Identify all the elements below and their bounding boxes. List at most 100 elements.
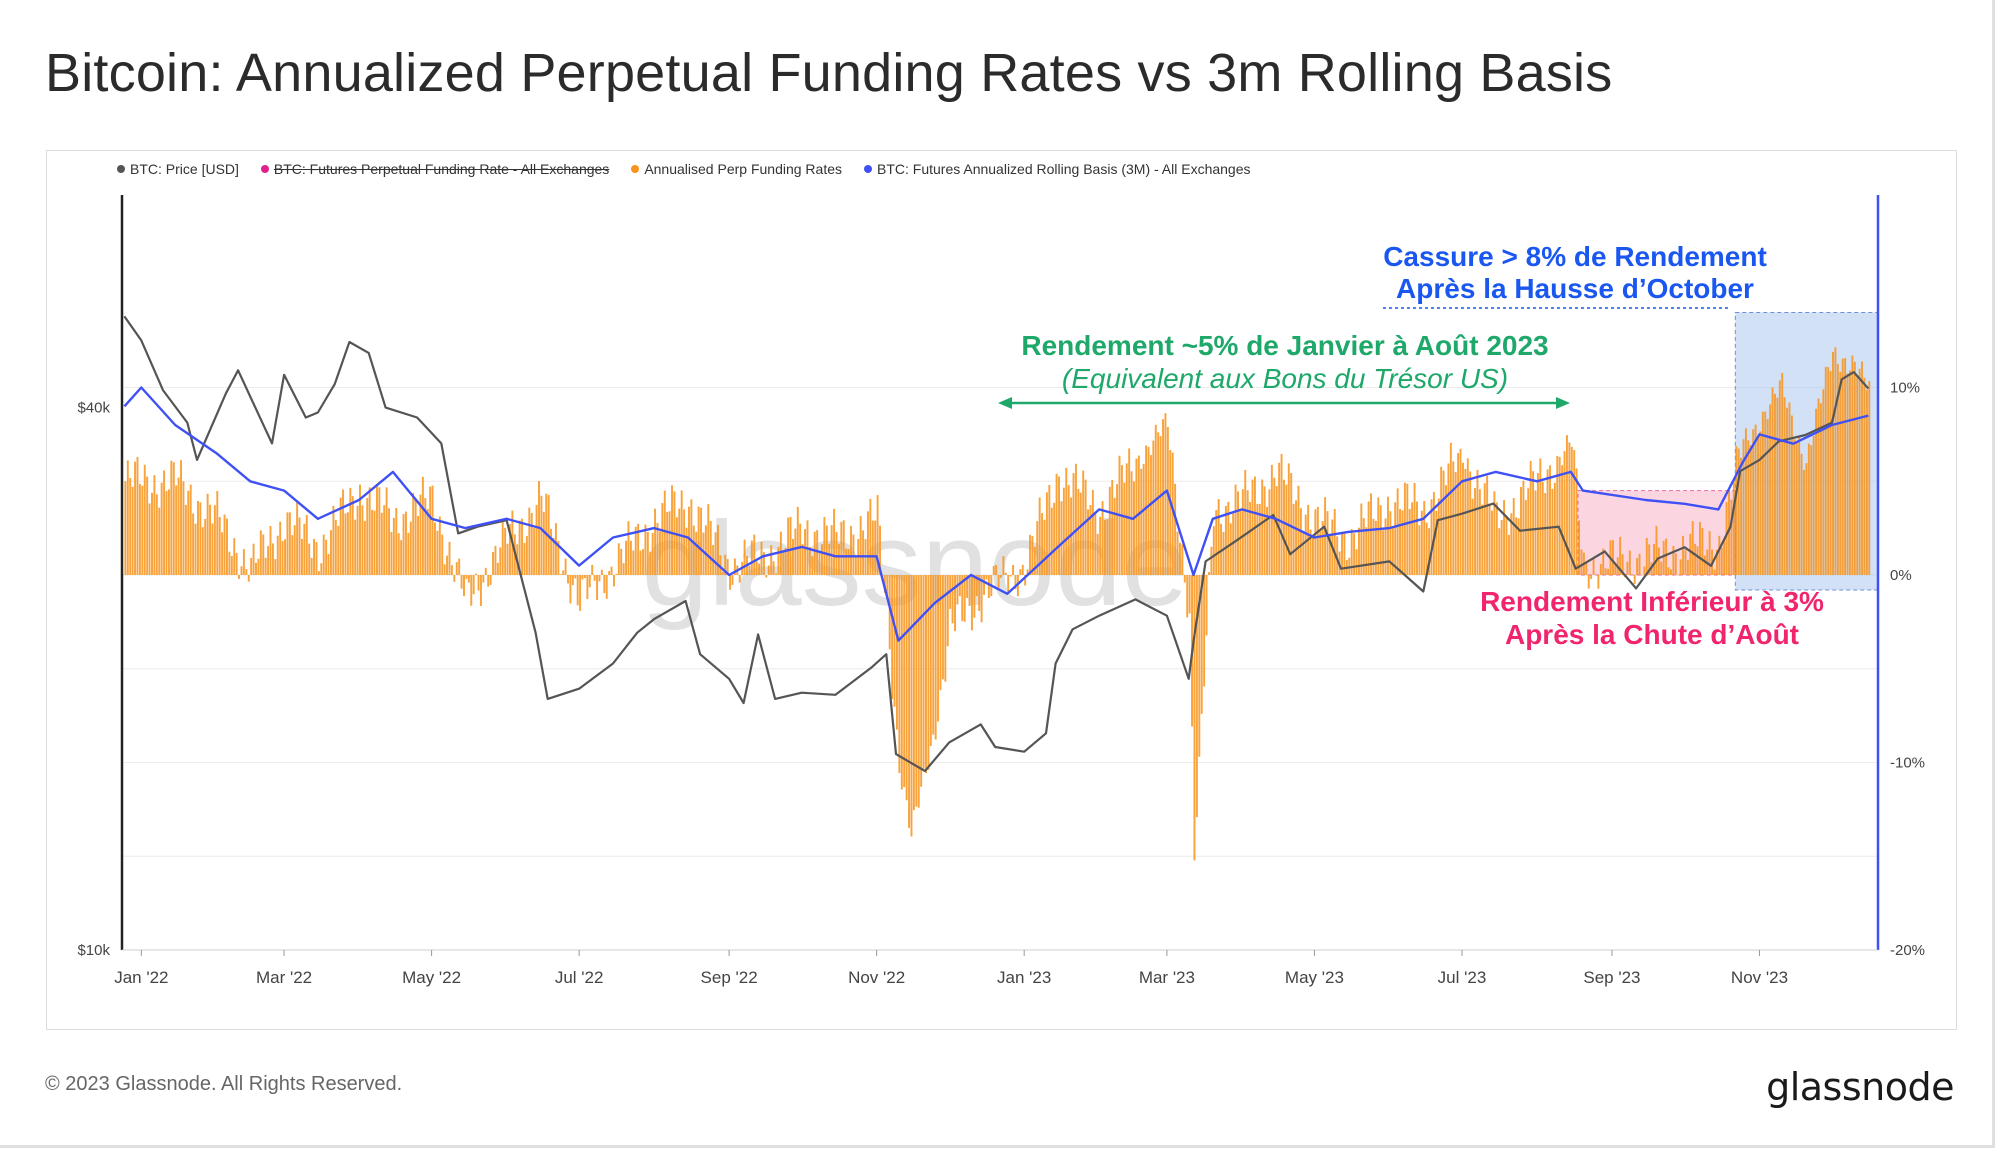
funding-bar [250, 557, 253, 575]
funding-bar [211, 523, 214, 575]
funding-bar [1222, 531, 1225, 575]
funding-bar [1631, 575, 1634, 576]
funding-bar [678, 508, 681, 575]
x-tick-label: Sep '23 [1583, 968, 1640, 987]
legend-item-price[interactable]: BTC: Price [USD] [117, 161, 239, 177]
y-right-tick-label: -10% [1890, 755, 1925, 772]
funding-bar [1314, 509, 1317, 575]
x-tick-label: May '23 [1285, 968, 1344, 987]
funding-bar [303, 523, 306, 575]
funding-bar [1454, 472, 1457, 575]
funding-bar [1116, 484, 1119, 575]
funding-bar [1058, 476, 1060, 575]
funding-bar [852, 534, 855, 575]
funding-bar [1447, 463, 1450, 575]
funding-bar [1043, 519, 1046, 575]
funding-bar [291, 535, 294, 575]
funding-bar [1416, 501, 1418, 575]
funding-bar [1372, 518, 1375, 575]
funding-bar [1084, 479, 1087, 575]
funding-bar [1653, 543, 1655, 575]
copyright-text: © 2023 Glassnode. All Rights Reserved. [45, 1073, 403, 1095]
legend-item-annualised-funding[interactable]: Annualised Perp Funding Rates [631, 161, 842, 177]
funding-bar [446, 555, 449, 575]
funding-bar [230, 556, 233, 575]
funding-bar [255, 562, 257, 575]
funding-bar [1067, 485, 1070, 575]
funding-bar [431, 485, 434, 575]
funding-bar [281, 541, 284, 575]
funding-bar [441, 534, 444, 575]
funding-bar [1488, 503, 1491, 575]
funding-bar [1778, 380, 1781, 575]
funding-bar [1062, 487, 1065, 575]
funding-bar [465, 575, 468, 579]
legend-item-funding-rate[interactable]: BTC: Futures Perpetual Funding Rate - Al… [260, 161, 609, 177]
funding-bar [400, 540, 403, 575]
funding-bar [1696, 546, 1699, 575]
funding-bar [1077, 488, 1080, 575]
funding-bar [1406, 483, 1409, 575]
funding-bar [925, 575, 927, 774]
funding-bar [196, 500, 199, 575]
funding-bar [1524, 499, 1527, 575]
funding-bar [1677, 575, 1680, 576]
funding-bar [443, 564, 446, 575]
funding-bar [1362, 518, 1365, 575]
funding-bar [1578, 520, 1581, 575]
funding-bar [564, 558, 567, 575]
funding-bar [1819, 403, 1822, 575]
funding-bar [554, 523, 557, 575]
funding-bar [337, 525, 340, 575]
funding-bar [397, 533, 400, 575]
funding-bar [1203, 575, 1206, 687]
funding-bar [414, 500, 417, 575]
funding-bar [726, 559, 729, 575]
funding-bar [1684, 549, 1687, 575]
funding-bar [683, 509, 686, 575]
funding-bar [859, 516, 862, 575]
funding-bar [1701, 527, 1704, 575]
funding-bar [194, 523, 197, 575]
funding-bar [1512, 498, 1515, 575]
funding-bar [675, 517, 678, 575]
funding-bar [1570, 446, 1573, 575]
x-tick-label: Jan '22 [114, 968, 168, 987]
funding-bar [1725, 502, 1728, 575]
funding-bar [576, 575, 579, 606]
funding-bar [1660, 561, 1663, 575]
funding-bar [1786, 407, 1789, 575]
funding-bar [898, 575, 901, 774]
funding-bar [1466, 458, 1469, 575]
funding-bar [153, 475, 156, 575]
x-tick-label: Mar '23 [1139, 968, 1195, 987]
tick-labels: Jan '22 Mar '22 May '22 Jul '22 Sep '22 Nov '… [77, 380, 1925, 988]
funding-bar [242, 549, 245, 575]
funding-bar [1292, 503, 1295, 575]
funding-bar [1461, 462, 1464, 575]
funding-bar [1094, 511, 1097, 575]
funding-bar [375, 483, 378, 575]
funding-bar [313, 538, 316, 575]
funding-bar [388, 508, 390, 575]
funding-bar [1832, 351, 1834, 575]
funding-bar [833, 508, 836, 575]
funding-bar [339, 497, 342, 575]
legend-item-rolling-basis[interactable]: BTC: Futures Annualized Rolling Basis (3… [864, 161, 1251, 177]
funding-bar [1205, 575, 1208, 636]
funding-bar [1224, 505, 1227, 575]
funding-bar [1091, 489, 1094, 575]
funding-bar [189, 484, 192, 575]
funding-bar [1072, 473, 1075, 575]
funding-bar [327, 554, 330, 575]
funding-bar [958, 575, 961, 597]
funding-bar [912, 575, 915, 811]
funding-bar [1215, 510, 1218, 575]
funding-bar [1662, 540, 1665, 575]
funding-bar [1844, 358, 1847, 575]
funding-bar [421, 476, 424, 575]
funding-bar [129, 477, 132, 575]
funding-bar [477, 575, 480, 591]
funding-bar [1713, 569, 1716, 575]
